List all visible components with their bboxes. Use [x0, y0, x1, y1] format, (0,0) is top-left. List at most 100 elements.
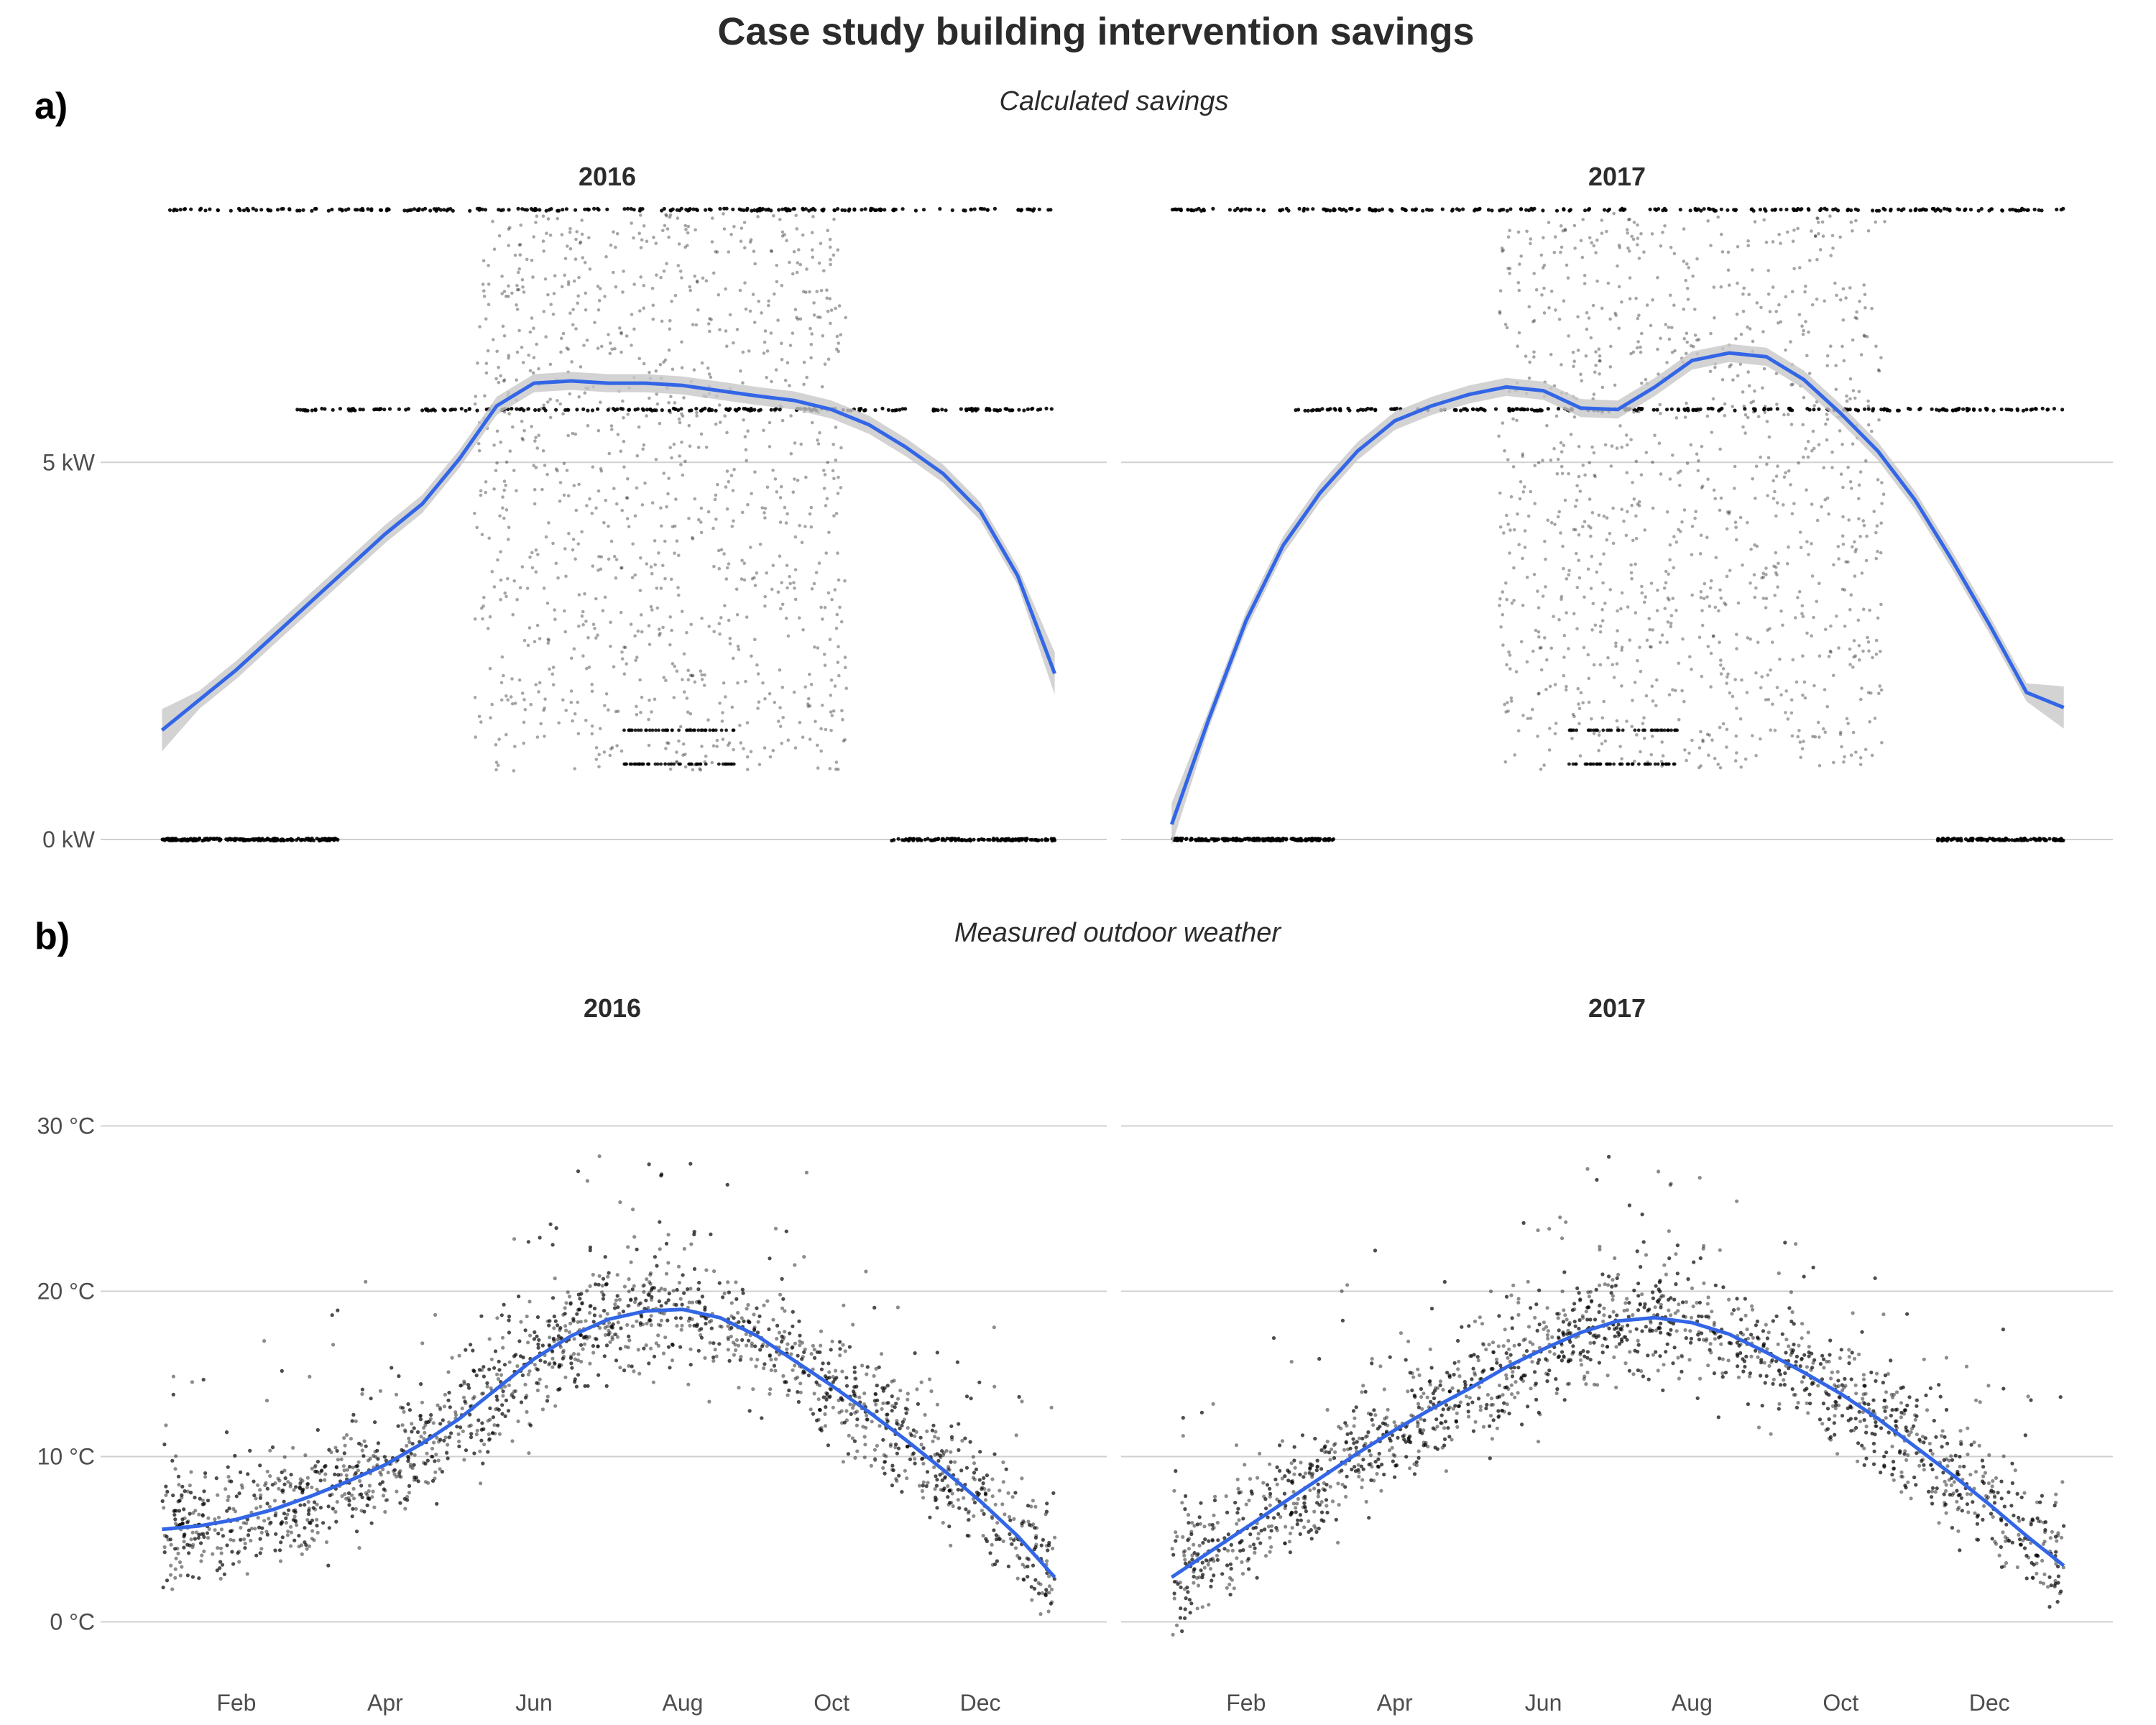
data-point: [2059, 208, 2063, 212]
data-point: [707, 372, 711, 376]
data-point: [1521, 452, 1525, 456]
data-point: [556, 576, 560, 580]
data-point: [791, 490, 796, 494]
data-point: [208, 207, 212, 211]
data-point: [1590, 628, 1594, 632]
data-point: [597, 299, 602, 303]
data-point: [675, 750, 678, 754]
data-point: [1026, 1575, 1030, 1579]
data-point: [1810, 448, 1814, 453]
data-point: [1346, 406, 1350, 410]
data-point: [1741, 425, 1745, 429]
y-tick-label-b-2: 20 °C: [37, 1279, 95, 1305]
data-point: [320, 1468, 324, 1473]
data-point: [491, 219, 494, 224]
data-point: [638, 309, 642, 313]
data-point: [837, 349, 840, 354]
data-point: [1532, 318, 1537, 323]
data-point: [704, 208, 708, 212]
data-point: [1506, 235, 1511, 239]
data-point: [1549, 352, 1553, 356]
data-point: [688, 1162, 693, 1166]
data-point: [756, 672, 760, 676]
data-point: [837, 578, 841, 582]
data-point: [767, 1327, 771, 1331]
data-point: [284, 1516, 288, 1520]
data-point: [532, 356, 536, 359]
data-point: [1532, 572, 1537, 576]
data-point: [1578, 489, 1583, 493]
data-point: [1853, 550, 1857, 553]
data-point: [268, 1448, 272, 1453]
data-point: [1764, 208, 1768, 213]
data-point: [811, 215, 815, 218]
data-point: [247, 838, 252, 842]
data-point: [533, 1363, 537, 1367]
data-point: [540, 1407, 545, 1412]
data-point: [526, 643, 530, 648]
data-point: [1612, 762, 1616, 766]
data-point: [496, 558, 499, 562]
data-point: [189, 207, 193, 211]
data-point: [742, 208, 746, 213]
data-point: [2008, 208, 2012, 212]
data-point: [607, 708, 610, 712]
data-point: [810, 231, 814, 234]
data-point: [957, 837, 961, 841]
data-point: [398, 1501, 402, 1505]
data-point: [1526, 208, 1531, 213]
data-point: [1634, 536, 1639, 540]
data-point: [1789, 423, 1794, 426]
data-point: [535, 735, 540, 739]
data-point: [1572, 359, 1576, 364]
data-point: [573, 208, 578, 212]
data-point: [1650, 684, 1654, 689]
data-point: [553, 608, 556, 612]
data-point: [676, 264, 681, 267]
data-point: [1839, 472, 1843, 476]
data-point: [1519, 254, 1523, 258]
data-point: [1858, 658, 1861, 662]
data-point: [1624, 533, 1628, 538]
data-point: [934, 837, 939, 842]
data-point: [1531, 649, 1535, 653]
data-point: [657, 551, 660, 555]
data-point: [1802, 395, 1806, 400]
data-point: [711, 728, 715, 732]
data-point: [1708, 733, 1711, 737]
data-point: [1556, 457, 1560, 461]
data-point: [1797, 729, 1801, 732]
data-point: [823, 1374, 828, 1379]
data-point: [1204, 838, 1208, 842]
data-point: [645, 408, 650, 412]
data-point: [1603, 602, 1607, 605]
data-point: [633, 634, 637, 638]
data-point: [834, 426, 838, 429]
data-point: [1841, 485, 1845, 489]
data-point: [966, 838, 970, 842]
data-point: [1555, 472, 1560, 476]
data-point: [1978, 408, 1982, 412]
data-point: [550, 672, 555, 676]
data-point: [810, 420, 814, 425]
data-point: [814, 719, 817, 724]
data-point: [734, 587, 739, 592]
data-point: [298, 1486, 303, 1491]
data-point: [1388, 208, 1393, 212]
data-point: [768, 445, 772, 448]
data-point: [1691, 344, 1695, 349]
data-point: [226, 838, 230, 842]
data-point: [1625, 228, 1629, 231]
data-point: [719, 616, 723, 620]
data-point: [566, 244, 569, 248]
data-point: [505, 508, 509, 512]
data-point: [548, 667, 551, 671]
data-point: [1176, 207, 1181, 211]
data-point: [283, 1476, 287, 1481]
data-point: [319, 1469, 323, 1473]
data-point: [1509, 494, 1514, 499]
data-point: [1569, 433, 1573, 436]
data-point: [1577, 702, 1580, 706]
data-point: [628, 762, 632, 766]
data-point: [597, 555, 601, 558]
